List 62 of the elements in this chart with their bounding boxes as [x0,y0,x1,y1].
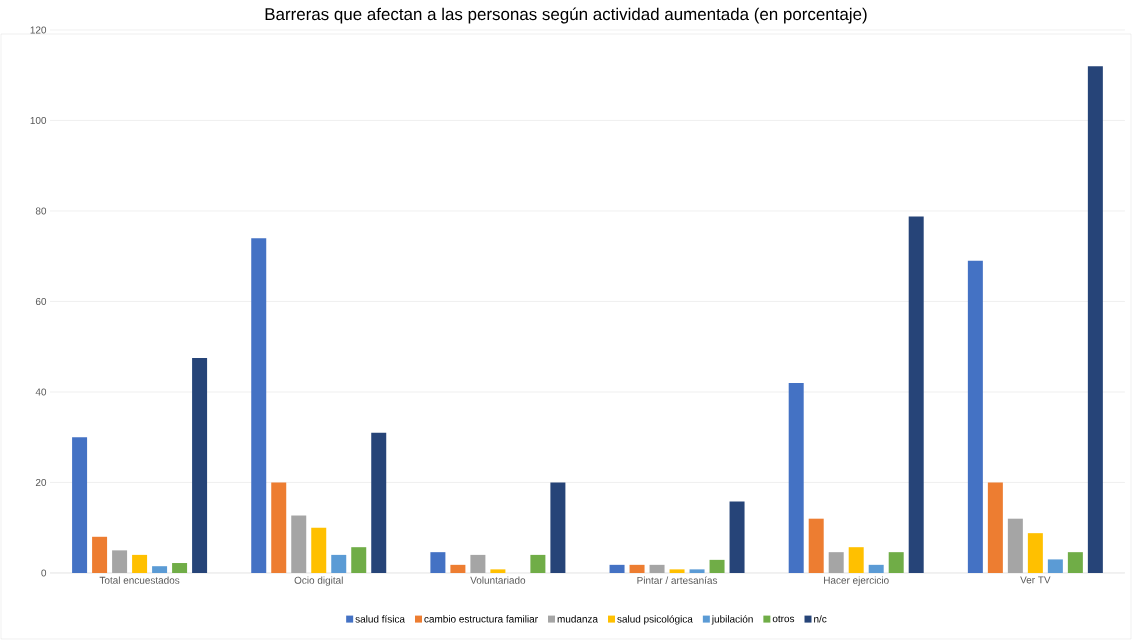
bar [291,515,307,573]
chart-title: Barreras que afectan a las personas según actividad aumentada (en porcentaje) [265,7,867,24]
bar [450,564,466,573]
bar [430,552,446,573]
bar [530,554,546,573]
bar [1067,552,1083,573]
bar [729,501,745,573]
bar [888,552,904,573]
bar [490,569,506,573]
bar [470,554,486,573]
bar [72,437,88,573]
bar [848,547,864,573]
bar [192,358,208,573]
bar [1047,559,1063,573]
y-tick-label: 40 [35,388,47,396]
y-tick-label: 80 [35,207,47,215]
legend-label: cambio estructura familiar [424,615,538,623]
legend-label: mudanza [557,615,598,623]
bar [271,482,287,573]
legend-label: salud física [355,615,405,623]
x-tick-label: Hacer ejercicio [824,576,889,586]
bar [112,550,128,573]
bar [331,554,347,573]
x-tick-label: Pintar / artesanías [637,576,718,584]
bar [371,432,387,573]
bar [828,552,844,573]
bar [868,564,884,573]
bar [689,569,705,573]
bar [251,238,267,573]
bar [669,569,685,573]
x-tick-label: Total encuestados [99,576,180,584]
x-tick-label: Ver TV [1020,576,1051,584]
bar [152,566,168,573]
legend-label: jubilación [711,615,753,625]
bar [1007,518,1023,573]
x-tick-label: Ocio digital [294,576,343,586]
y-tick-label: 60 [35,297,47,306]
x-tick-label: Voluntariado [470,576,526,584]
legend-label: otros [772,615,795,623]
bar [649,564,665,573]
bar [132,554,148,573]
bar [172,563,188,573]
bar [311,527,327,573]
legend-label: salud psicológica [617,615,693,625]
y-tick-label: 100 [30,116,47,125]
bar [788,382,804,573]
legend-label: n/c [814,615,827,623]
bar [967,260,983,573]
y-tick-label: 120 [30,26,47,34]
bar [987,482,1003,573]
bar [92,536,108,573]
bar [550,482,566,573]
bar [1087,66,1103,573]
bar [609,564,625,573]
bar [1027,533,1043,573]
bar [629,564,645,573]
bar [709,559,725,573]
bar [808,518,824,573]
y-tick-label: 0 [41,569,47,577]
bar [351,547,367,573]
y-tick-label: 20 [35,478,47,487]
bar [908,216,924,573]
